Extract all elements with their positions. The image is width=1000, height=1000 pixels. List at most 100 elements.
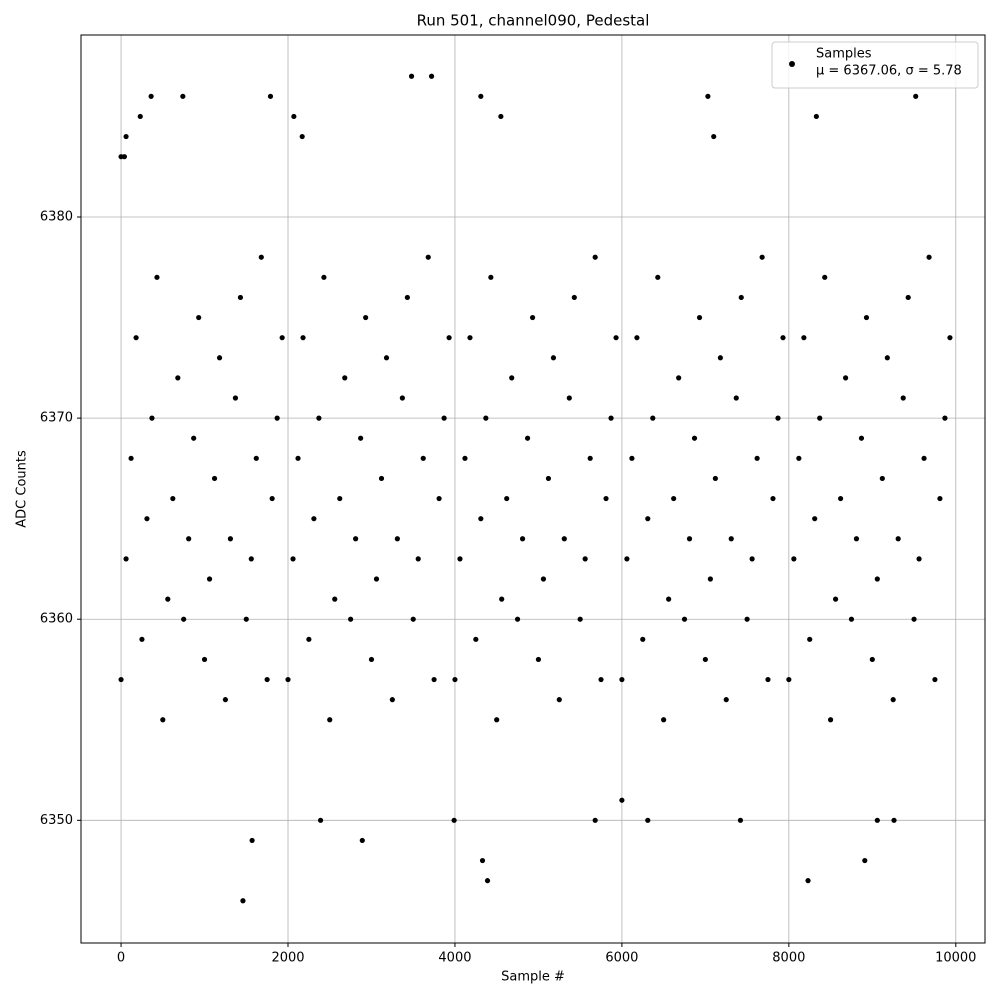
point [817, 415, 823, 421]
point [415, 556, 421, 562]
point [404, 294, 410, 301]
point [524, 435, 531, 441]
point [737, 817, 744, 823]
point [550, 355, 557, 361]
point [191, 435, 197, 441]
point [582, 556, 588, 562]
point [484, 878, 491, 884]
point [269, 495, 275, 502]
point [895, 536, 901, 542]
y-tick-label: 6380 [40, 210, 73, 225]
point [348, 616, 354, 622]
point [566, 395, 572, 401]
point [267, 93, 274, 99]
point [149, 415, 155, 421]
point [890, 697, 896, 703]
point [240, 898, 246, 904]
point [624, 556, 630, 562]
plot-area [81, 35, 985, 943]
point [717, 355, 723, 361]
point [853, 536, 860, 542]
point [467, 335, 473, 341]
legend-box [771, 41, 979, 89]
point [691, 435, 698, 441]
point [911, 616, 917, 622]
point [353, 536, 359, 542]
point [848, 616, 855, 622]
point [408, 73, 415, 79]
legend-note: μ = 6367.06, σ = 5.78 [816, 64, 962, 79]
point [211, 475, 218, 482]
point [905, 294, 911, 301]
point [822, 274, 828, 280]
point [428, 73, 435, 79]
point [483, 415, 489, 421]
point [452, 676, 458, 683]
point [165, 596, 171, 602]
point [363, 314, 369, 321]
point [436, 495, 442, 502]
point [827, 717, 834, 723]
point [900, 395, 906, 401]
point [232, 395, 239, 401]
point [342, 375, 348, 381]
point [196, 314, 202, 321]
point [519, 536, 526, 542]
point [332, 596, 338, 602]
point [227, 536, 234, 542]
point [645, 516, 651, 522]
point [306, 636, 312, 642]
y-tick-label: 6360 [40, 612, 73, 627]
point [243, 616, 249, 622]
point [813, 113, 819, 120]
point [728, 536, 734, 542]
point [499, 596, 505, 602]
point [264, 676, 270, 683]
point [488, 274, 494, 280]
point [650, 415, 656, 421]
point [619, 797, 625, 803]
point [441, 415, 447, 421]
point [571, 294, 577, 301]
point [383, 355, 390, 361]
point [216, 355, 223, 361]
y-axis-label: ADC Counts [15, 450, 30, 528]
point [837, 495, 844, 502]
point [118, 676, 124, 683]
point [805, 878, 811, 884]
point [394, 536, 400, 542]
point [316, 415, 322, 421]
point [629, 455, 635, 461]
point [681, 616, 688, 622]
point [133, 335, 139, 341]
point [253, 455, 259, 461]
point [937, 495, 943, 502]
point [180, 93, 186, 99]
point [154, 274, 160, 280]
point [529, 314, 536, 321]
legend: Samples μ = 6367.06, σ = 5.78 [771, 41, 979, 89]
point [311, 516, 317, 522]
point [932, 676, 938, 683]
point [942, 415, 948, 421]
point [711, 133, 717, 140]
point [148, 93, 154, 99]
point [317, 817, 324, 823]
point [274, 415, 280, 421]
point [222, 697, 229, 703]
point [874, 817, 880, 823]
point [137, 113, 143, 120]
point [916, 556, 922, 562]
point [666, 596, 672, 602]
point [671, 495, 677, 502]
point [640, 636, 646, 642]
point [498, 113, 504, 120]
point [128, 455, 134, 461]
point [431, 676, 437, 683]
point [175, 375, 181, 381]
point [479, 857, 486, 864]
point [535, 656, 542, 663]
point [696, 314, 703, 321]
point [786, 676, 792, 683]
